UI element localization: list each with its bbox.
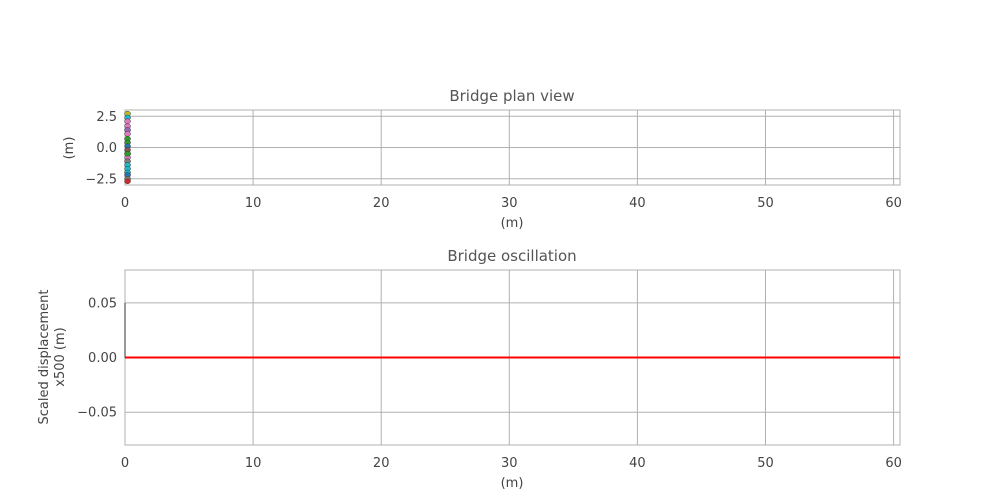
plan-view-y-tick-label: −2.5 (85, 172, 117, 187)
oscillation-x-tick-label: 10 (245, 456, 262, 471)
oscillation-x-tick-label: 20 (373, 456, 390, 471)
oscillation-y-axis-label-line-1: Scaled displacement (37, 290, 52, 425)
plan-view-point (124, 131, 131, 137)
plan-view-x-tick-label: 20 (373, 196, 390, 211)
oscillation-y-axis-label-line-2: x500 (m) (53, 327, 68, 386)
oscillation-y-axis-label: Scaled displacement x500 (m) (37, 290, 68, 425)
plan-view-x-tick-label: 10 (245, 196, 262, 211)
oscillation-lines (124, 302, 900, 359)
oscillation-y-tick-label: 0.00 (88, 351, 117, 366)
oscillation-x-tick-label: 50 (757, 456, 774, 471)
oscillation-x-ticks: 0 10 20 30 40 50 60 (121, 456, 902, 471)
plan-view-x-tick-label: 0 (121, 196, 129, 211)
oscillation-y-tick-label: −0.05 (77, 406, 117, 421)
plan-view-x-tick-label: 40 (629, 196, 646, 211)
plan-view-grid (124, 110, 900, 185)
oscillation-y-ticks: 0.05 0.00 −0.05 (77, 296, 117, 420)
plan-view-point (124, 118, 131, 124)
plan-view-point (124, 178, 131, 184)
plan-view-y-tick-label: 2.5 (96, 110, 117, 125)
plan-view-y-ticks: 2.5 0.0 −2.5 (85, 110, 117, 188)
oscillation-x-tick-label: 30 (501, 456, 518, 471)
plan-view-x-axis-label: (m) (501, 216, 524, 231)
oscillation-x-tick-label: 0 (121, 456, 129, 471)
oscillation-x-tick-label: 60 (885, 456, 902, 471)
oscillation-title: Bridge oscillation (447, 247, 576, 265)
oscillation-x-axis-label: (m) (501, 476, 524, 491)
plan-view-y-axis-label: (m) (62, 137, 77, 160)
plan-view-x-tick-label: 30 (501, 196, 518, 211)
plan-view-points (124, 111, 131, 184)
plan-view-point (124, 151, 131, 157)
plan-view-x-ticks: 0 10 20 30 40 50 60 (121, 196, 902, 211)
oscillation-x-tick-label: 40 (629, 456, 646, 471)
oscillation-chart: Bridge oscillation 0 10 20 30 40 50 60 0.050.0… (37, 247, 902, 491)
plan-view-x-tick-label: 50 (757, 196, 774, 211)
plan-view-y-tick-label: 0.0 (96, 141, 117, 156)
plan-view-chart: Bridge plan view 0 10 20 30 40 50 60 2.5 0.0 −2.… (62, 87, 902, 231)
oscillation-y-tick-label: 0.05 (88, 296, 117, 311)
plan-view-x-tick-label: 60 (885, 196, 902, 211)
plan-view-title: Bridge plan view (449, 87, 574, 105)
